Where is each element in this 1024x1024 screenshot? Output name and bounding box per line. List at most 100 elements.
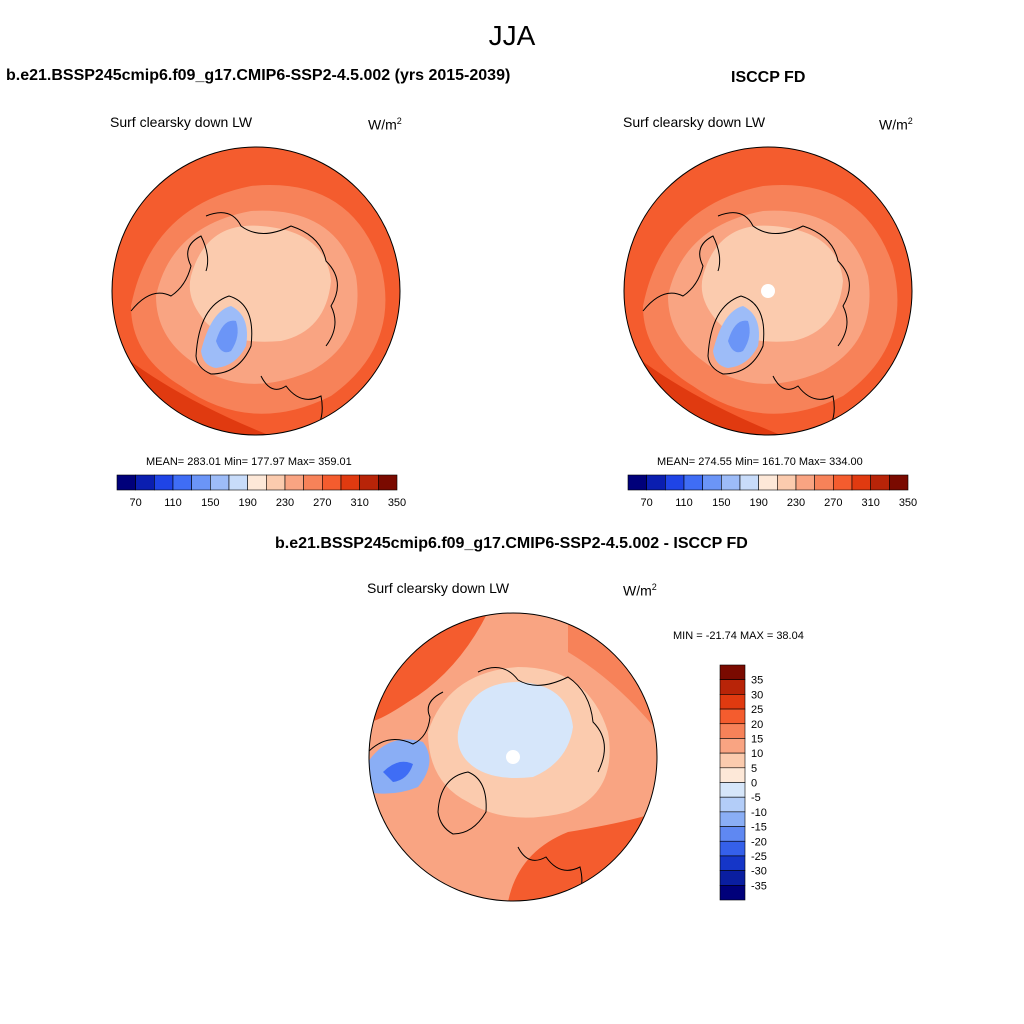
colorbar-box (719, 870, 746, 886)
colorbar-tick-label: 10 (751, 748, 763, 760)
colorbar-box (719, 708, 746, 725)
colorbar-box (210, 474, 230, 491)
colorbar-tick-label: 310 (350, 497, 368, 509)
colorbar-box (627, 474, 647, 491)
colorbar-tick-label: 5 (751, 763, 757, 775)
colorbar-box (172, 474, 192, 491)
colorbar-box (719, 694, 746, 710)
colorbar-tick-label: -20 (751, 836, 767, 848)
colorbar-box (795, 474, 815, 491)
colorbar-tick-label: 110 (675, 497, 693, 509)
colorbar-tick-label: 25 (751, 704, 763, 716)
colorbar-box (719, 752, 746, 769)
colorbar-tick-label: 270 (313, 497, 331, 509)
colorbar-tick-label: -25 (751, 851, 767, 863)
colorbar-tick-label: 350 (388, 497, 406, 509)
map-border (368, 612, 658, 902)
colorbar-box (359, 474, 379, 491)
colorbar-box (683, 474, 703, 491)
model-panel-title: b.e21.BSSP245cmip6.f09_g17.CMIP6-SSP2-4.… (6, 67, 511, 84)
colorbar-box (719, 782, 746, 798)
season-title: JJA (488, 20, 536, 51)
colorbar-box (646, 474, 666, 491)
obs-polar-map (623, 146, 913, 436)
colorbar-tick-label: 270 (824, 497, 842, 509)
eurasia-coast (717, 212, 850, 347)
colorbar-tick-label: 0 (751, 778, 757, 790)
colorbar-box (340, 474, 360, 491)
diff-variable-name: Surf clearsky down LW (367, 580, 510, 596)
colorbar-tick-label: -30 (751, 866, 767, 878)
colorbar-tick-label: 70 (130, 497, 142, 509)
diff-panel-title: b.e21.BSSP245cmip6.f09_g17.CMIP6-SSP2-4.… (275, 535, 748, 552)
colorbar-box (739, 474, 759, 491)
colorbar-tick-label: 110 (164, 497, 182, 509)
obs-stats: MEAN= 274.55 Min= 161.70 Max= 334.00 (657, 456, 863, 468)
colorbar-box (833, 474, 853, 491)
diff-stats: MIN = -21.74 MAX = 38.04 (673, 630, 804, 642)
canada-coast (642, 235, 721, 312)
field-cool-region (457, 682, 573, 778)
colorbar-tick-label: 150 (201, 497, 219, 509)
colorbar-box (719, 811, 746, 827)
obs-colorbar: 70 110 150 190 230 270 310 350 (627, 474, 917, 509)
colorbar-box (116, 474, 136, 491)
colorbar-box (322, 474, 342, 491)
colorbar-box (851, 474, 871, 491)
colorbar-box (814, 474, 834, 491)
obs-panel-title: ISCCP FD (731, 69, 806, 86)
colorbar-tick-label: 150 (712, 497, 730, 509)
greenland-coast (195, 295, 253, 375)
diff-units: W/m2 (623, 582, 657, 599)
colorbar-tick-label: -35 (751, 880, 767, 892)
map-border (111, 146, 401, 436)
model-variable-name: Surf clearsky down LW (110, 114, 253, 130)
colorbar-box (378, 474, 398, 491)
colorbar-box (719, 738, 746, 754)
colorbar-tick-label: -10 (751, 807, 767, 819)
colorbar-tick-label: 190 (238, 497, 256, 509)
colorbar-tick-label: -5 (751, 792, 761, 804)
colorbar-box (284, 474, 304, 491)
colorbar-tick-label: 35 (751, 675, 763, 687)
colorbar-box (154, 474, 174, 491)
model-stats: MEAN= 283.01 Min= 177.97 Max= 359.01 (146, 456, 352, 468)
greenland-core-region (728, 320, 750, 353)
diff-polar-map (368, 612, 658, 902)
pole-hole (506, 750, 520, 764)
colorbar-box (719, 796, 746, 813)
europe-coast (260, 375, 323, 435)
colorbar-tick-label: 230 (787, 497, 805, 509)
colorbar-box (777, 474, 797, 491)
map-field (624, 147, 912, 435)
colorbar-box (719, 885, 746, 901)
colorbar-box (719, 664, 746, 680)
colorbar-box (719, 826, 746, 842)
eurasia-coast (477, 667, 605, 773)
colorbar-box (719, 855, 746, 871)
coastlines (642, 212, 850, 435)
colorbar-tick-label: 230 (276, 497, 294, 509)
colorbar-box (719, 679, 746, 695)
canada-coast (130, 235, 209, 312)
colorbar-box (303, 474, 323, 491)
obs-variable-name: Surf clearsky down LW (623, 114, 766, 130)
colorbar-box (135, 474, 155, 491)
colorbar-box (266, 474, 286, 491)
map-field (112, 147, 400, 435)
greenland-coast (707, 295, 765, 375)
colorbar-tick-label: 20 (751, 719, 763, 731)
europe-coast (772, 375, 835, 435)
pole-hole (761, 284, 775, 298)
colorbar-tick-label: -15 (751, 822, 767, 834)
colorbar-box (228, 474, 248, 491)
greenland-coast (437, 771, 487, 835)
colorbar-tick-label: 190 (749, 497, 767, 509)
colorbar-box (719, 840, 746, 857)
model-colorbar: 70 110 150 190 230 270 310 350 (116, 474, 406, 509)
colorbar-box (191, 474, 211, 491)
diff-colorbar: 35 30 25 20 15 10 5 0 -5 -10 -15 -20 -25 -30 -35 (719, 664, 767, 901)
field-coldest-region (383, 761, 413, 782)
colorbar-box (889, 474, 909, 491)
colorbar-tick-label: 310 (861, 497, 879, 509)
